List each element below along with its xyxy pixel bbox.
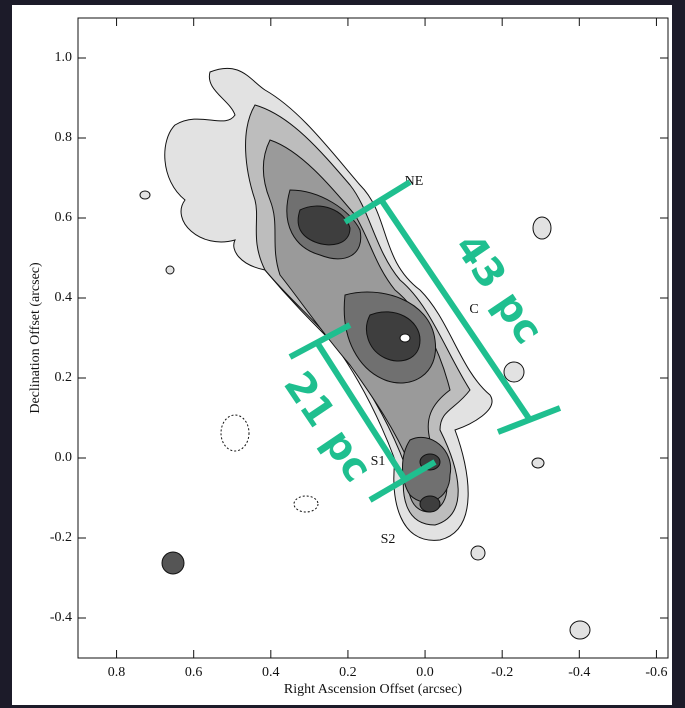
annotation: S2 <box>381 532 396 547</box>
figure: NE C S1 S2 43 pc 21 pc Right Ascension O… <box>0 0 685 708</box>
y-tick-label: 0.0 <box>55 450 73 465</box>
x-tick-label: -0.4 <box>568 665 590 680</box>
x-tick-label: 0.6 <box>185 665 203 680</box>
y-tick-label: 0.8 <box>55 130 73 145</box>
x-axis-label: Right Ascension Offset (arcsec) <box>284 682 463 697</box>
x-tick-label: -0.6 <box>645 665 667 680</box>
x-tick-label: -0.2 <box>491 665 513 680</box>
y-tick-label: 1.0 <box>55 50 73 65</box>
x-tick-label: 0.2 <box>339 665 357 680</box>
x-tick-label: 0.0 <box>416 665 434 680</box>
y-axis-label: Declination Offset (arcsec) <box>28 262 43 414</box>
annotation: C <box>469 302 478 317</box>
y-tick-label: 0.2 <box>55 370 73 385</box>
y-tick-label: 0.6 <box>55 210 73 225</box>
x-tick-label: 0.4 <box>262 665 280 680</box>
y-tick-label: -0.2 <box>50 530 72 545</box>
x-tick-label: 0.8 <box>108 665 126 680</box>
y-tick-label: 0.4 <box>55 290 73 305</box>
y-tick-label: -0.4 <box>50 610 72 625</box>
